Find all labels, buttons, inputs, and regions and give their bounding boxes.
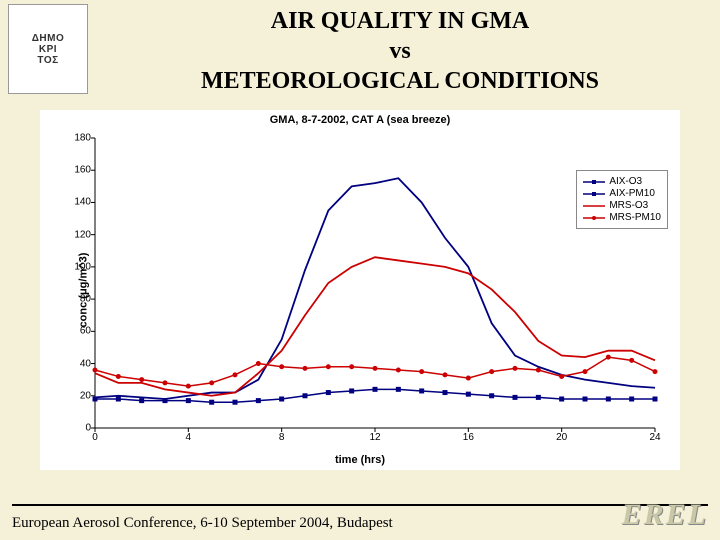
slide-title: AIR QUALITY IN GMA vs METEOROLOGICAL CON… (88, 4, 712, 96)
x-tick-label: 0 (92, 428, 98, 443)
legend-swatch (583, 190, 605, 198)
x-axis-label: time (hrs) (40, 454, 680, 466)
y-tick-label: 20 (65, 390, 95, 401)
title-line-3: METEOROLOGICAL CONDITIONS (88, 66, 712, 96)
chart-title: GMA, 8-7-2002, CAT A (sea breeze) (40, 114, 680, 126)
footer: European Aerosol Conference, 6-10 Septem… (12, 498, 708, 532)
title-line-2: vs (88, 36, 712, 66)
y-tick-label: 40 (65, 358, 95, 369)
legend-item: AIX-PM10 (583, 188, 661, 199)
title-line-1: AIR QUALITY IN GMA (88, 6, 712, 36)
x-tick-label: 24 (649, 428, 660, 443)
legend-swatch (583, 202, 605, 210)
legend-swatch (583, 178, 605, 186)
y-tick-label: 160 (65, 165, 95, 176)
y-tick-label: 80 (65, 294, 95, 305)
legend-label: AIX-PM10 (609, 188, 655, 199)
x-tick-label: 12 (369, 428, 380, 443)
x-tick-label: 4 (186, 428, 192, 443)
erel-brand: EREL (622, 498, 708, 532)
y-tick-label: 60 (65, 326, 95, 337)
header: ΔHMO KPI TOΣ AIR QUALITY IN GMA vs METEO… (0, 0, 720, 96)
chart-plot-area: 02040608010012014016018004812162024 (95, 138, 655, 428)
legend-item: MRS-PM10 (583, 212, 661, 223)
legend-item: MRS-O3 (583, 200, 661, 211)
y-tick-label: 180 (65, 133, 95, 144)
legend-label: MRS-O3 (609, 200, 648, 211)
chart-legend: AIX-O3AIX-PM10MRS-O3MRS-PM10 (576, 170, 668, 229)
chart-container: GMA, 8-7-2002, CAT A (sea breeze) conc (… (40, 110, 680, 470)
legend-label: MRS-PM10 (609, 212, 661, 223)
x-tick-label: 8 (279, 428, 285, 443)
y-tick-label: 120 (65, 229, 95, 240)
x-tick-label: 16 (463, 428, 474, 443)
y-tick-label: 100 (65, 261, 95, 272)
legend-item: AIX-O3 (583, 176, 661, 187)
x-tick-label: 20 (556, 428, 567, 443)
conference-text: European Aerosol Conference, 6-10 Septem… (12, 515, 393, 532)
y-tick-label: 0 (65, 423, 95, 434)
demokritos-logo: ΔHMO KPI TOΣ (8, 4, 88, 94)
legend-swatch (583, 214, 605, 222)
legend-label: AIX-O3 (609, 176, 642, 187)
y-tick-label: 140 (65, 197, 95, 208)
